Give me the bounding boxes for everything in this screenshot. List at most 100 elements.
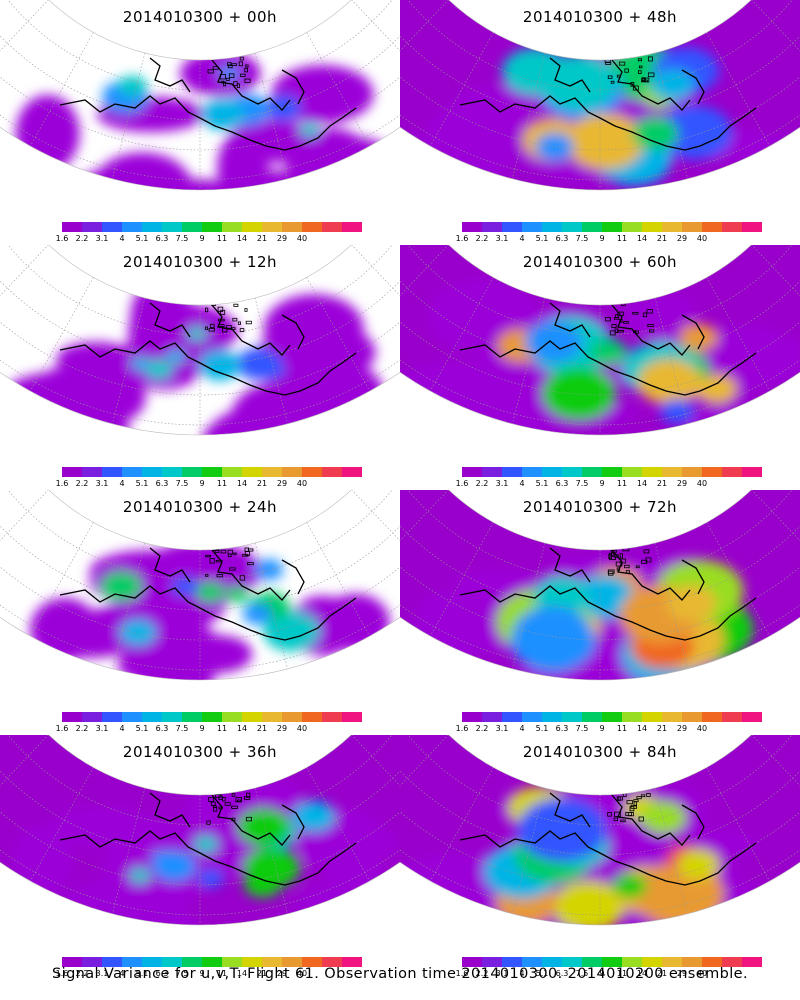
colorbar-swatch xyxy=(322,712,342,722)
variance-blob xyxy=(152,850,196,882)
colorbar-swatch xyxy=(482,467,502,477)
colorbar-tick-label: 6.3 xyxy=(155,724,169,733)
variance-blob xyxy=(119,161,172,191)
map-frame xyxy=(400,245,800,436)
colorbar-swatch xyxy=(82,712,102,722)
colorbar-swatch xyxy=(222,467,242,477)
variance-blob xyxy=(119,619,157,646)
island-outline xyxy=(219,74,227,80)
island-outline xyxy=(609,330,616,336)
meridian-line xyxy=(751,245,800,340)
colorbar-tick-label: 14 xyxy=(636,234,648,243)
colorbar-swatch xyxy=(102,222,122,232)
island-outline xyxy=(643,549,650,554)
colorbar-tick-label: 7.5 xyxy=(175,479,189,488)
colorbar-tick-label: 4 xyxy=(519,234,525,243)
island-outline xyxy=(218,806,223,810)
colorbar-tick-label: 14 xyxy=(636,969,648,978)
colorbar-tick-label: 9 xyxy=(199,479,205,488)
colorbar-swatch xyxy=(702,467,722,477)
colorbar-swatch xyxy=(202,467,222,477)
island-outline xyxy=(637,70,642,75)
variance-map xyxy=(400,490,800,681)
meridian-line xyxy=(112,52,146,179)
colorbar-swatch xyxy=(682,222,702,232)
colorbar-swatch xyxy=(742,712,762,722)
colorbar-swatch xyxy=(222,957,242,967)
variance-blob xyxy=(186,326,208,342)
meridian-line xyxy=(706,277,770,392)
map-frame xyxy=(0,245,400,436)
island-outline xyxy=(205,554,212,558)
colorbar-swatch xyxy=(602,222,622,232)
colorbar-tick-label: 6.3 xyxy=(155,479,169,488)
parallel-line xyxy=(0,510,400,671)
variance-blob xyxy=(589,338,627,365)
colorbar-tick-label: 2.2 xyxy=(475,479,489,488)
colorbar-swatch xyxy=(282,957,302,967)
variance-blob xyxy=(425,104,508,182)
meridian-line xyxy=(254,542,288,669)
colorbar-tick-label: 11 xyxy=(616,234,628,243)
colorbar-tick-label: 4 xyxy=(519,724,525,733)
variance-blob xyxy=(144,359,173,380)
colorbar-tick-label: 5.1 xyxy=(535,969,549,978)
meridian-line xyxy=(254,297,288,424)
island-outline xyxy=(245,320,252,325)
parallel-line xyxy=(400,735,800,826)
colorbar-tick-label: 40 xyxy=(696,479,708,488)
colorbar-swatch xyxy=(542,712,562,722)
colorbar-tick-label: 9 xyxy=(199,969,205,978)
map-frame xyxy=(400,0,800,191)
colorbar-swatch xyxy=(482,222,502,232)
variance-blob xyxy=(631,116,679,151)
colorbar-swatch xyxy=(462,467,482,477)
colorbar-swatch xyxy=(702,712,722,722)
island-outline xyxy=(646,309,653,314)
panel-title: 2014010300 + 12h xyxy=(122,253,278,271)
variance-blob xyxy=(535,133,574,161)
colorbar-swatch xyxy=(582,467,602,477)
colorbar-swatch xyxy=(262,222,282,232)
variance-blob xyxy=(201,98,246,131)
variance-map xyxy=(0,245,400,436)
colorbar-tick-label: 14 xyxy=(236,234,248,243)
meridian-line xyxy=(400,0,449,95)
island-outline xyxy=(233,552,237,556)
colorbar-tick-label: 1.6 xyxy=(55,969,69,978)
forecast-panel: 2014010300 + 84h 1.6 2.2 3.1 4 5.1 6.3 7.5 9 11 14… xyxy=(400,735,800,980)
island-outline xyxy=(239,575,246,581)
colorbar-swatch xyxy=(562,222,582,232)
parallel-line xyxy=(0,0,400,121)
meridian-line xyxy=(751,490,800,585)
colorbar-ticks: 1.6 2.2 3.1 4 5.1 6.3 7.5 9 11 14 21 29 40 xyxy=(456,969,762,981)
colorbar-swatch xyxy=(142,467,162,477)
colorbar-swatch xyxy=(522,712,542,722)
colorbar-tick-label: 1.6 xyxy=(55,479,69,488)
colorbar-tick-label: 3.1 xyxy=(495,479,509,488)
coastline xyxy=(59,302,357,396)
island-outline xyxy=(619,553,623,559)
panel-title: 2014010300 + 84h xyxy=(522,743,678,761)
meridian-line xyxy=(351,490,400,585)
colorbar-tick-label: 11 xyxy=(216,479,228,488)
island-outline xyxy=(610,80,615,84)
variance-blob xyxy=(292,800,335,832)
colorbar-ticks: 1.6 2.2 3.1 4 5.1 6.3 7.5 9 11 14 21 29 40 xyxy=(456,234,762,246)
panel-title: 2014010300 + 24h xyxy=(122,498,278,516)
variance-blob xyxy=(517,797,607,862)
island-outline xyxy=(237,321,241,325)
island-outline xyxy=(239,56,244,61)
map-frame xyxy=(0,0,400,191)
colorbar-tick-label: 9 xyxy=(599,724,605,733)
island-outline xyxy=(240,73,246,77)
colorbar-swatch xyxy=(82,957,102,967)
island-outline xyxy=(227,62,232,67)
panel-title: 2014010300 + 60h xyxy=(522,253,678,271)
meridian-line xyxy=(706,522,770,637)
parallel-line xyxy=(400,755,800,916)
colorbar-tick-label: 2.2 xyxy=(475,234,489,243)
meridian-line xyxy=(112,297,146,424)
parallel-line xyxy=(400,265,800,426)
island-outline xyxy=(632,85,639,91)
